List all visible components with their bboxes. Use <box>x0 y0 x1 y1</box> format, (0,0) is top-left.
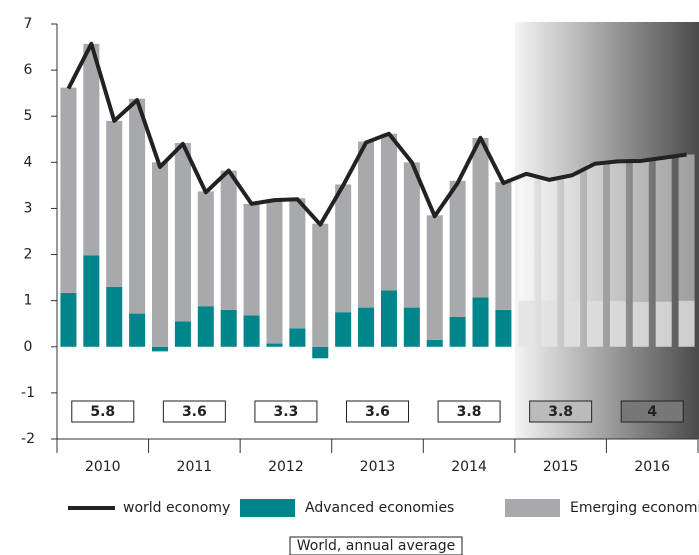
y-tick-label: 1 <box>24 293 33 309</box>
bar <box>609 161 626 301</box>
forecast-shade <box>514 22 699 439</box>
bar <box>678 154 695 301</box>
bar <box>243 203 260 316</box>
average-label: 3.8 <box>548 404 573 420</box>
bar <box>220 309 237 347</box>
bar <box>266 199 283 344</box>
legend-label: Advanced economies <box>305 500 454 516</box>
bar <box>174 142 191 322</box>
average-label: 3.8 <box>457 404 482 420</box>
y-tick-label: 4 <box>24 154 33 170</box>
bar <box>518 173 535 301</box>
bar <box>380 133 397 291</box>
bar <box>129 313 146 347</box>
bar <box>289 198 306 329</box>
bar <box>449 316 466 347</box>
bar <box>129 98 146 314</box>
x-group-label: 2010 <box>85 459 121 475</box>
bar <box>655 301 672 347</box>
legend-swatch <box>240 499 295 517</box>
average-box <box>71 400 135 423</box>
bar <box>312 223 329 347</box>
bar <box>472 297 489 347</box>
bar <box>495 182 512 310</box>
bar <box>380 290 397 347</box>
bar <box>174 321 191 347</box>
bar <box>83 43 100 256</box>
y-tick-label: 6 <box>24 62 33 78</box>
bar <box>632 160 649 303</box>
average-box <box>529 400 593 423</box>
bar <box>289 328 306 347</box>
x-group-label: 2014 <box>451 459 487 475</box>
bar <box>220 170 237 310</box>
bar <box>358 141 375 308</box>
bar <box>449 180 466 317</box>
bar <box>564 300 581 347</box>
bar <box>197 306 214 347</box>
bar <box>197 191 214 307</box>
bar <box>541 179 558 301</box>
x-group-label: 2013 <box>360 459 396 475</box>
y-tick-label: 0 <box>24 339 33 355</box>
average-box <box>162 400 226 423</box>
bar <box>609 300 626 347</box>
bar <box>312 346 329 359</box>
bar <box>335 184 352 313</box>
legend-swatch <box>505 499 560 517</box>
average-box <box>254 400 318 423</box>
bar <box>518 300 535 347</box>
bar <box>60 292 77 347</box>
y-tick-label: 3 <box>24 200 33 216</box>
legend-label: Emerging economies <box>570 500 699 516</box>
average-label: 4 <box>647 404 657 420</box>
y-tick-label: 5 <box>24 108 33 124</box>
bar <box>358 307 375 347</box>
bar <box>632 302 649 347</box>
bar <box>83 255 100 347</box>
average-label: 3.6 <box>365 404 390 420</box>
average-label: 3.6 <box>182 404 207 420</box>
bar <box>586 163 603 301</box>
legend-label: world economy <box>123 500 230 516</box>
bar <box>472 137 489 298</box>
y-tick-label: -2 <box>21 431 35 447</box>
bar <box>655 157 672 302</box>
bar <box>403 162 420 308</box>
x-group-label: 2012 <box>268 459 304 475</box>
bar <box>60 87 77 293</box>
bar <box>426 339 443 347</box>
caption: World, annual average <box>297 538 455 554</box>
average-box <box>620 400 684 423</box>
x-group-label: 2015 <box>543 459 579 475</box>
x-group-label: 2011 <box>177 459 213 475</box>
bar <box>403 307 420 347</box>
bar <box>152 346 169 352</box>
bar <box>426 215 443 340</box>
average-box <box>346 400 409 423</box>
bar <box>678 300 695 347</box>
bar <box>564 175 581 301</box>
bar <box>243 315 260 347</box>
y-tick-label: 2 <box>24 247 33 263</box>
average-label: 5.8 <box>90 404 115 420</box>
y-tick-label: -1 <box>21 385 35 401</box>
bar <box>266 343 283 347</box>
bar <box>106 286 123 347</box>
average-box <box>437 400 501 423</box>
y-tick-label: 7 <box>24 16 33 32</box>
caption-box <box>289 536 463 555</box>
line <box>66 41 687 227</box>
bar <box>495 309 512 347</box>
average-label: 3.3 <box>274 404 299 420</box>
bar <box>106 120 123 287</box>
bar <box>335 312 352 347</box>
bar <box>586 300 603 347</box>
bar <box>152 162 169 347</box>
bar <box>541 300 558 347</box>
x-group-label: 2016 <box>634 459 670 475</box>
